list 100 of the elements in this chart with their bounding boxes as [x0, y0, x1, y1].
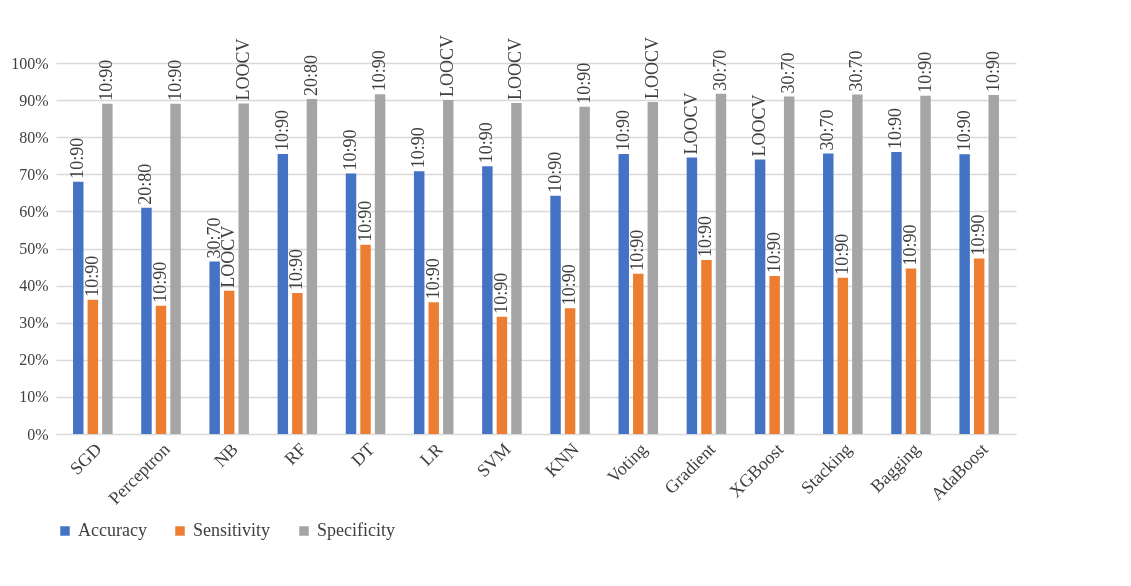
bar — [345, 173, 357, 434]
annotation: 10:90 — [408, 127, 429, 169]
annotation: 10:90 — [982, 50, 1003, 92]
y-tick-label: 40% — [19, 277, 49, 295]
bar — [701, 260, 712, 434]
annotation: 10:90 — [763, 231, 784, 273]
bar — [443, 100, 454, 434]
bar — [223, 290, 235, 434]
bar — [973, 258, 985, 434]
annotation: 10:90 — [150, 261, 170, 303]
annotation: 10:90 — [490, 272, 511, 314]
annotation: 10:90 — [559, 264, 580, 306]
bar — [292, 293, 303, 434]
bar — [837, 277, 849, 434]
bar — [959, 154, 970, 434]
bar — [754, 159, 766, 434]
bar — [428, 302, 439, 434]
bar — [550, 195, 561, 434]
annotation: 10:90 — [831, 233, 852, 275]
legend-label: Sensitivity — [193, 520, 271, 540]
annotation: 10:90 — [885, 108, 906, 150]
annotation: 10:90 — [627, 229, 648, 271]
y-tick-label: 50% — [19, 240, 49, 257]
annotation: 10:90 — [695, 215, 716, 257]
bar — [306, 98, 318, 434]
bar — [209, 261, 220, 434]
annotation: 10:90 — [340, 129, 361, 171]
bar — [360, 244, 371, 434]
x-tick-label: LR — [416, 439, 447, 470]
bar — [155, 305, 167, 434]
bar — [783, 96, 795, 434]
annotation: 10:90 — [96, 59, 117, 101]
bar — [87, 299, 99, 434]
y-tick-label: 20% — [19, 351, 49, 369]
annotation: 30:70 — [846, 50, 867, 92]
annotation: 10:90 — [476, 122, 497, 164]
annotation: 30:70 — [778, 52, 799, 94]
y-tick-label: 60% — [19, 202, 49, 220]
bar — [618, 153, 629, 434]
bar — [413, 171, 425, 434]
x-tick-label: RF — [280, 439, 311, 469]
y-tick-label: 0% — [27, 425, 49, 443]
annotation: LOOCV — [437, 35, 458, 98]
annotation: 10:90 — [573, 62, 594, 104]
bar — [141, 207, 152, 434]
annotation: LOOCV — [505, 38, 526, 101]
annotation: 10:90 — [286, 249, 307, 291]
annotation: 10:90 — [422, 258, 443, 300]
annotation: LOOCV — [232, 38, 253, 101]
bar — [686, 157, 698, 434]
annotation: 10:90 — [914, 51, 935, 93]
annotation: LOOCV — [641, 36, 662, 99]
annotation: LOOCV — [680, 92, 701, 155]
bar — [277, 153, 289, 434]
bar — [920, 95, 931, 434]
bar — [905, 268, 917, 434]
bar — [496, 316, 508, 434]
bar — [482, 166, 493, 434]
bar — [891, 152, 902, 434]
annotation: LOOCV — [749, 94, 770, 157]
x-tick-label: NB — [210, 439, 242, 471]
bar — [170, 103, 181, 434]
annotation: 30:70 — [709, 49, 730, 91]
legend-label: Specificity — [317, 520, 395, 540]
y-tick-label: 70% — [19, 165, 49, 183]
annotation: 20:80 — [300, 54, 321, 96]
legend-label: Accuracy — [78, 520, 147, 540]
annotation: 10:90 — [271, 109, 292, 151]
bar — [715, 93, 727, 434]
y-tick-label: 100% — [11, 54, 49, 72]
annotation: 20:80 — [135, 163, 156, 205]
y-tick-label: 30% — [19, 314, 49, 332]
bar — [73, 181, 84, 434]
annotation: 10:90 — [81, 255, 102, 297]
bar — [988, 94, 999, 434]
annotation: 10:90 — [369, 50, 390, 92]
y-tick-label: 80% — [19, 128, 49, 146]
bar — [647, 101, 659, 434]
y-tick-label: 10% — [19, 388, 49, 406]
annotation: 30:70 — [817, 109, 838, 151]
annotation: 10:90 — [968, 214, 989, 256]
bar — [102, 103, 113, 434]
bar — [852, 94, 863, 434]
y-tick-label: 90% — [19, 91, 49, 109]
annotation: 10:90 — [612, 109, 633, 151]
bar — [823, 153, 834, 434]
annotation: 10:90 — [164, 59, 185, 101]
bar — [564, 308, 576, 434]
bar — [769, 275, 780, 434]
x-tick-label: DT — [347, 439, 379, 471]
annotation: 10:90 — [354, 200, 375, 242]
bar — [511, 103, 522, 434]
bar — [633, 273, 644, 434]
annotation: 10:90 — [900, 224, 920, 266]
annotation: 10:90 — [67, 137, 88, 179]
bar — [238, 103, 249, 434]
annotation: 10:90 — [953, 110, 974, 152]
bar — [579, 106, 590, 434]
annotation: 10:90 — [544, 151, 565, 193]
bar — [374, 94, 386, 434]
